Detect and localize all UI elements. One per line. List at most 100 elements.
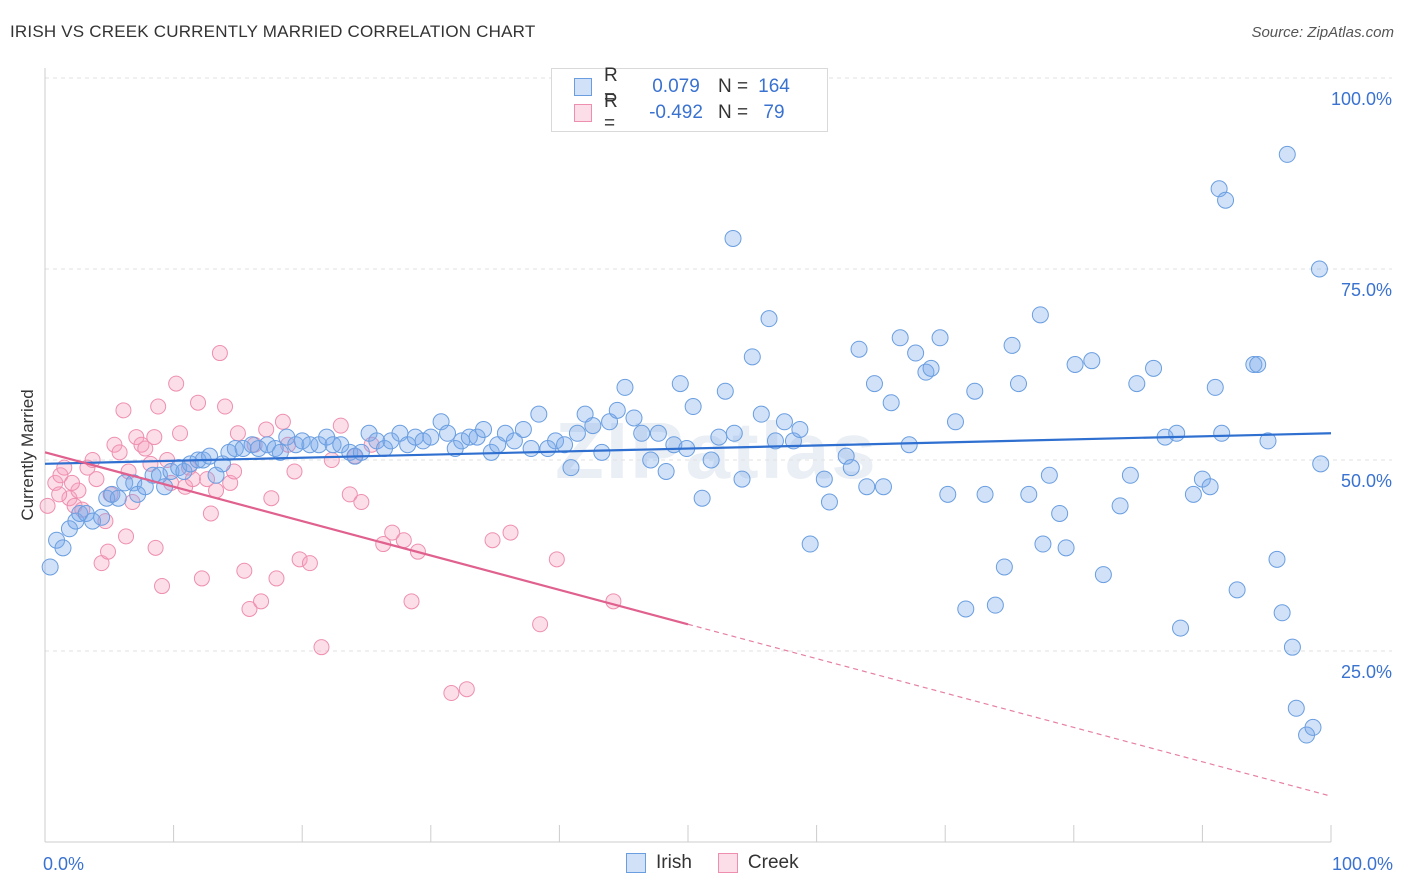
creek-point (236, 562, 253, 579)
irish-point (976, 485, 994, 503)
irish-point (556, 436, 574, 454)
irish-point (1259, 432, 1277, 450)
irish-point (422, 428, 440, 446)
irish-point (900, 436, 918, 454)
creek-point (202, 505, 219, 522)
creek-point (286, 463, 303, 480)
irish-point (54, 539, 72, 557)
irish-point (1094, 566, 1112, 584)
irish-point (271, 443, 289, 461)
irish-point (995, 558, 1013, 576)
irish-point (547, 432, 565, 450)
creek-point (229, 425, 246, 442)
creek-point (137, 440, 154, 457)
creek-point (313, 639, 330, 656)
irish-point (475, 420, 493, 438)
irish-point (801, 535, 819, 553)
irish-swatch (574, 78, 592, 96)
irish-point (109, 489, 127, 507)
x-tick-label: 0.0% (43, 854, 84, 874)
irish-point (642, 451, 660, 469)
irish-swatch (626, 853, 646, 873)
irish-point (716, 382, 734, 400)
irish-point (752, 405, 770, 423)
r-value: -0.492 (649, 102, 703, 123)
irish-point (724, 229, 742, 247)
irish-point (1066, 356, 1084, 373)
creek-trend-line (44, 451, 689, 626)
irish-point (882, 394, 900, 412)
irish-point (514, 420, 532, 438)
irish-point (1111, 497, 1129, 515)
irish-trend-line (44, 432, 1332, 465)
irish-point (743, 348, 761, 366)
irish-point (505, 432, 523, 450)
irish-point (584, 417, 602, 435)
irish-point (1172, 619, 1190, 637)
irish-point (1020, 485, 1038, 503)
r-label: R = (604, 65, 618, 108)
irish-point (522, 440, 540, 458)
y-axis-label: Currently Married (18, 389, 37, 520)
creek-point (226, 463, 243, 480)
creek-point (111, 444, 128, 461)
irish-point (301, 436, 319, 454)
creek-point (217, 398, 234, 415)
creek-point (100, 543, 117, 560)
y-tick-label: 25.0% (1341, 662, 1392, 682)
irish-point (865, 375, 883, 393)
creek-point (211, 345, 228, 362)
irish-point (791, 420, 809, 438)
n-value: 79 (763, 102, 785, 123)
legend-item-creek[interactable]: Creek (717, 852, 799, 874)
series-legend: Irish Creek (626, 852, 825, 874)
creek-point (258, 421, 275, 438)
y-tick-label: 75.0% (1341, 280, 1392, 300)
irish-point (766, 432, 784, 450)
irish-point (815, 470, 833, 488)
creek-point (263, 490, 280, 507)
creek-point (532, 616, 549, 633)
creek-point (484, 532, 501, 549)
chart-source: Source: ZipAtlas.com (1251, 24, 1394, 41)
irish-point (907, 344, 925, 362)
creek-point (291, 551, 308, 568)
irish-point (775, 413, 793, 431)
irish-point (41, 558, 59, 576)
creek-point (147, 539, 164, 556)
irish-point (684, 398, 702, 416)
irish-point (939, 485, 957, 503)
irish-point (1213, 424, 1231, 442)
irish-point (850, 340, 868, 358)
irish-point (1310, 260, 1328, 278)
creek-point (39, 497, 56, 514)
irish-point (931, 329, 949, 347)
creek-point (168, 375, 185, 392)
creek-point (64, 474, 81, 491)
irish-point (1003, 336, 1021, 354)
creek-swatch (717, 853, 738, 873)
irish-point (1121, 466, 1139, 484)
legend-item-irish[interactable]: Irish (626, 852, 692, 874)
irish-point (439, 424, 457, 442)
irish-point (406, 428, 424, 446)
irish-point (633, 424, 651, 442)
irish-point (1128, 375, 1146, 393)
irish-point (1228, 581, 1246, 599)
irish-point (710, 428, 728, 446)
creek-point (548, 551, 565, 568)
creek-point (88, 471, 105, 488)
irish-point (1273, 604, 1291, 622)
creek-point (51, 486, 68, 503)
creek-point (52, 467, 69, 484)
creek-point (150, 398, 167, 415)
creek-point (253, 593, 270, 610)
legend-label-creek: Creek (747, 852, 799, 873)
irish-point (891, 329, 909, 347)
irish-point (1034, 535, 1052, 553)
irish-point (702, 451, 720, 469)
irish-point (1217, 191, 1235, 209)
creek-point (384, 524, 401, 541)
creek-point (353, 494, 370, 511)
